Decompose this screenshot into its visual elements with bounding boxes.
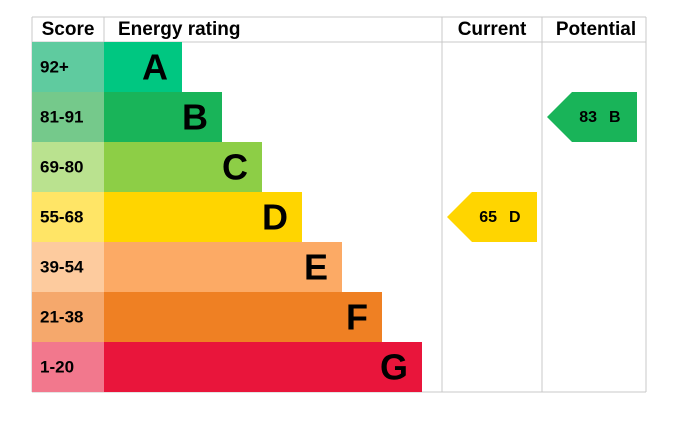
rating-letter: F [346, 297, 368, 338]
rating-bar [104, 42, 182, 92]
rating-bar [104, 342, 422, 392]
score-label: 39-54 [40, 257, 84, 276]
header-current: Current [458, 19, 527, 40]
score-cell [32, 92, 104, 142]
score-cell [32, 342, 104, 392]
potential-arrow [547, 92, 637, 142]
rating-letter: D [262, 197, 288, 238]
score-label: 92+ [40, 57, 69, 76]
header-score: Score [42, 19, 95, 40]
rating-bar [104, 192, 302, 242]
rating-letter: G [380, 347, 408, 388]
rating-letter: B [182, 97, 208, 138]
current-arrow [447, 192, 537, 242]
rating-bar [104, 92, 222, 142]
rating-bar [104, 292, 382, 342]
rating-letter: C [222, 147, 248, 188]
score-cell [32, 192, 104, 242]
potential-letter: B [609, 109, 621, 126]
rating-letter: E [304, 247, 328, 288]
score-cell [32, 242, 104, 292]
current-letter: D [509, 209, 521, 226]
rating-bar [104, 142, 262, 192]
potential-value: 83 [579, 109, 597, 126]
score-label: 69-80 [40, 157, 83, 176]
score-label: 55-68 [40, 207, 83, 226]
score-label: 81-91 [40, 107, 83, 126]
rating-letter: A [142, 47, 168, 88]
score-label: 1-20 [40, 357, 74, 376]
header-potential: Potential [556, 19, 636, 40]
header-rating: Energy rating [118, 19, 240, 40]
current-value: 65 [479, 209, 497, 226]
score-cell [32, 142, 104, 192]
score-cell [32, 292, 104, 342]
score-label: 21-38 [40, 307, 83, 326]
score-cell [32, 42, 104, 92]
rating-bar [104, 242, 342, 292]
